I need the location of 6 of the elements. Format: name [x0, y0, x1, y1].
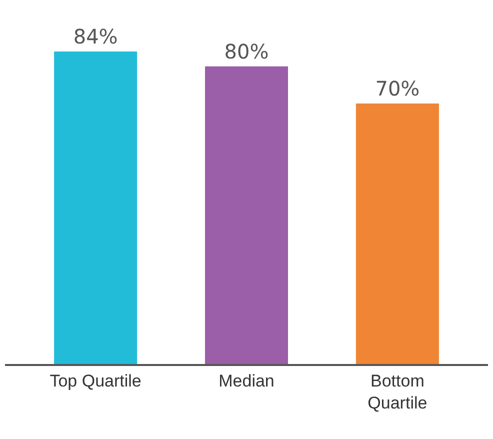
data-label: 84% — [73, 24, 118, 48]
x-tick-label: Top Quartile — [50, 371, 142, 390]
data-label: 70% — [375, 76, 420, 101]
x-tick-label: Bottom Quartile — [368, 371, 428, 412]
data-label: 80% — [224, 39, 269, 64]
x-tick-label: Median — [218, 371, 274, 390]
